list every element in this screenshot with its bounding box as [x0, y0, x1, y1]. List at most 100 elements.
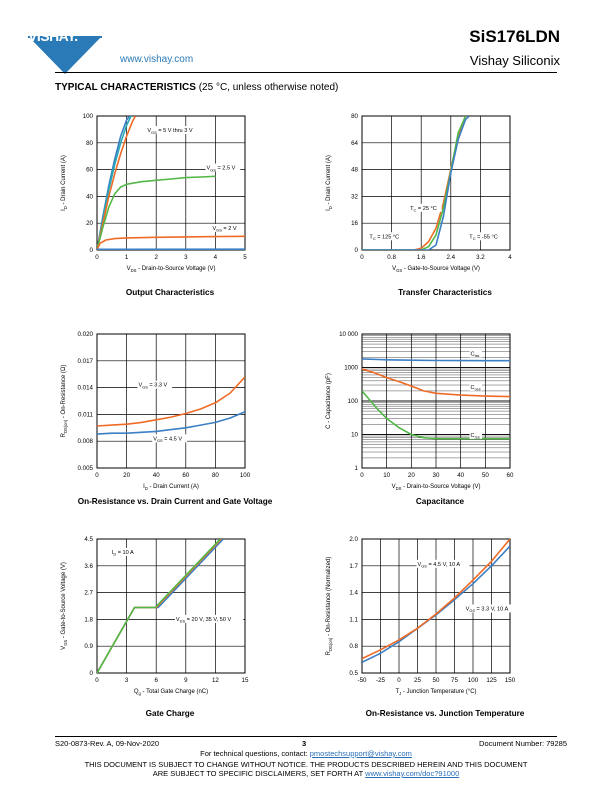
y-tick-label: 1.7 — [349, 563, 358, 570]
y-tick-label: 0.017 — [78, 358, 94, 365]
y-tick-label: 48 — [351, 167, 358, 174]
x-tick-label: 25 — [414, 677, 421, 684]
y-tick-label: 10 — [351, 432, 358, 439]
x-axis-label: VDS - Drain-to-Source Voltage (V) — [392, 484, 481, 491]
x-tick-label: 150 — [505, 677, 516, 684]
annotation-label: Crss — [471, 433, 480, 440]
y-tick-label: 4.5 — [84, 536, 93, 543]
y-tick-label: 60 — [86, 167, 93, 174]
x-tick-label: 0 — [397, 677, 401, 684]
annotation-label: VGS = 4.5 V, 10 A — [418, 562, 461, 569]
y-tick-label: 0.011 — [78, 411, 94, 418]
transfer-characteristics-chart: 0 0.8 1.6 2.4 3.2 4 0 16 32 48 64 80 VGS - Gate-to-S… — [326, 113, 512, 273]
y-tick-label: 16 — [351, 220, 358, 227]
y-tick-label: 1.4 — [349, 590, 358, 597]
x-tick-label: 12 — [212, 677, 219, 684]
y-tick-label: 0 — [90, 670, 94, 677]
y-tick-label: 0.008 — [78, 438, 94, 445]
y-tick-label: 0.8 — [349, 643, 358, 650]
capacitance-chart: 0 10 20 30 40 50 60 1 10 100 1000 10 000 VDS - Drain… — [326, 331, 514, 491]
x-tick-label: 2.4 — [446, 254, 455, 261]
disclaimer-link[interactable]: www.vishay.com/doc?91000 — [365, 769, 460, 778]
series-line — [97, 539, 221, 673]
output-characteristics-chart: 0 1 2 3 4 5 0 20 40 60 80 100 VDS - Drain-to-Source … — [61, 113, 247, 273]
chart-caption: Transfer Characteristics — [398, 288, 492, 297]
page-number: 3 — [302, 739, 307, 748]
y-tick-label: 1.1 — [349, 616, 358, 623]
y-tick-label: 2.0 — [349, 536, 358, 543]
x-tick-label: 4 — [508, 254, 512, 261]
annotation-bg — [464, 604, 518, 613]
annotation-label: TC = 25 °C — [410, 206, 437, 213]
grid — [96, 538, 246, 674]
annotation-label: Coss — [471, 385, 481, 392]
annotation-label: Ciss — [471, 351, 480, 358]
annotation-bg — [409, 203, 442, 212]
support-email-link[interactable]: pmostechsupport@vishay.com — [309, 749, 412, 758]
x-tick-label: 40 — [153, 472, 160, 479]
y-tick-label: 100 — [348, 398, 359, 405]
series-line — [362, 390, 510, 440]
series-group — [97, 116, 245, 250]
series-group — [362, 539, 510, 664]
y-tick-label: 10 000 — [339, 331, 358, 338]
y-tick-label: 0 — [355, 247, 359, 254]
series-group — [362, 358, 510, 440]
annotation-label: VGS = 3.3 V, 10 A — [466, 606, 509, 613]
part-number: SiS176LDN — [469, 27, 560, 46]
annotation-bg — [174, 614, 244, 623]
website-link[interactable]: www.vishay.com — [120, 54, 194, 65]
x-tick-label: 20 — [123, 472, 130, 479]
chart-caption: Output Characteristics — [125, 288, 215, 297]
x-tick-label: 2 — [154, 254, 158, 261]
y-tick-label: 80 — [86, 140, 93, 147]
x-tick-label: 20 — [408, 472, 415, 479]
chart-caption: Capacitance — [415, 497, 465, 506]
y-axis-label: VGS - Gate-to-Source Voltage (V) — [61, 562, 68, 650]
x-tick-label: -50 — [358, 677, 368, 684]
annotation-bg — [137, 380, 173, 389]
annotation-bg — [368, 232, 405, 241]
annotation-label: VGS = 2 V — [212, 226, 236, 233]
x-tick-label: 4 — [214, 254, 218, 261]
on-resistance-vs-temperature-chart: -50 -25 0 25 50 75 100 125 150 0.5 0.8 1.1 1.4 1.7 2.0… — [326, 536, 518, 696]
series-line — [362, 358, 510, 362]
x-tick-label: 0 — [95, 472, 99, 479]
x-tick-label: 100 — [468, 677, 479, 684]
grid — [361, 333, 511, 469]
x-tick-label: 3.2 — [476, 254, 485, 261]
series-line — [97, 410, 245, 435]
footer-rule — [55, 736, 557, 737]
series-line — [362, 368, 510, 398]
plot-frame — [96, 333, 246, 469]
x-tick-label: 60 — [507, 472, 514, 479]
y-tick-label: 80 — [351, 113, 358, 120]
x-tick-label: 60 — [182, 472, 189, 479]
y-axis-label: C - Capacitance (pF) — [326, 373, 332, 429]
annotation-label: TC = -55 °C — [469, 234, 498, 241]
x-tick-label: 0 — [360, 254, 364, 261]
disclaimer: THIS DOCUMENT IS SUBJECT TO CHANGE WITHO… — [84, 760, 528, 778]
series-line — [362, 116, 470, 250]
series-line — [97, 376, 245, 427]
series-line — [97, 539, 224, 673]
x-tick-label: 0.8 — [387, 254, 396, 261]
x-tick-label: 6 — [154, 677, 158, 684]
annotation-label: VDS = 20 V, 35 V, 50 V — [176, 617, 232, 624]
vishay-logo — [28, 36, 102, 74]
y-tick-label: 0.014 — [78, 385, 94, 392]
annotation-label: ID = 10 A — [112, 550, 134, 557]
series-group — [97, 376, 245, 435]
y-tick-label: 2.7 — [84, 590, 93, 597]
company-name: Vishay Siliconix — [469, 53, 560, 68]
grid — [96, 333, 246, 469]
revision-info: S20-0873-Rev. A, 09-Nov-2020 — [55, 739, 160, 748]
x-axis-label: VGS - Gate-to-Source Voltage (V) — [392, 266, 480, 273]
annotation-label: VGS = 4.5 V — [153, 436, 182, 443]
annotation-bg — [469, 382, 482, 391]
annotation-label: VGS = 2.5 V — [207, 166, 236, 173]
x-tick-label: 0 — [95, 254, 99, 261]
x-tick-label: 80 — [212, 472, 219, 479]
annotation-label: VGS = 5 V thru 3 V — [147, 128, 193, 135]
chart-caption: On-Resistance vs. Drain Current and Gate… — [77, 497, 273, 506]
